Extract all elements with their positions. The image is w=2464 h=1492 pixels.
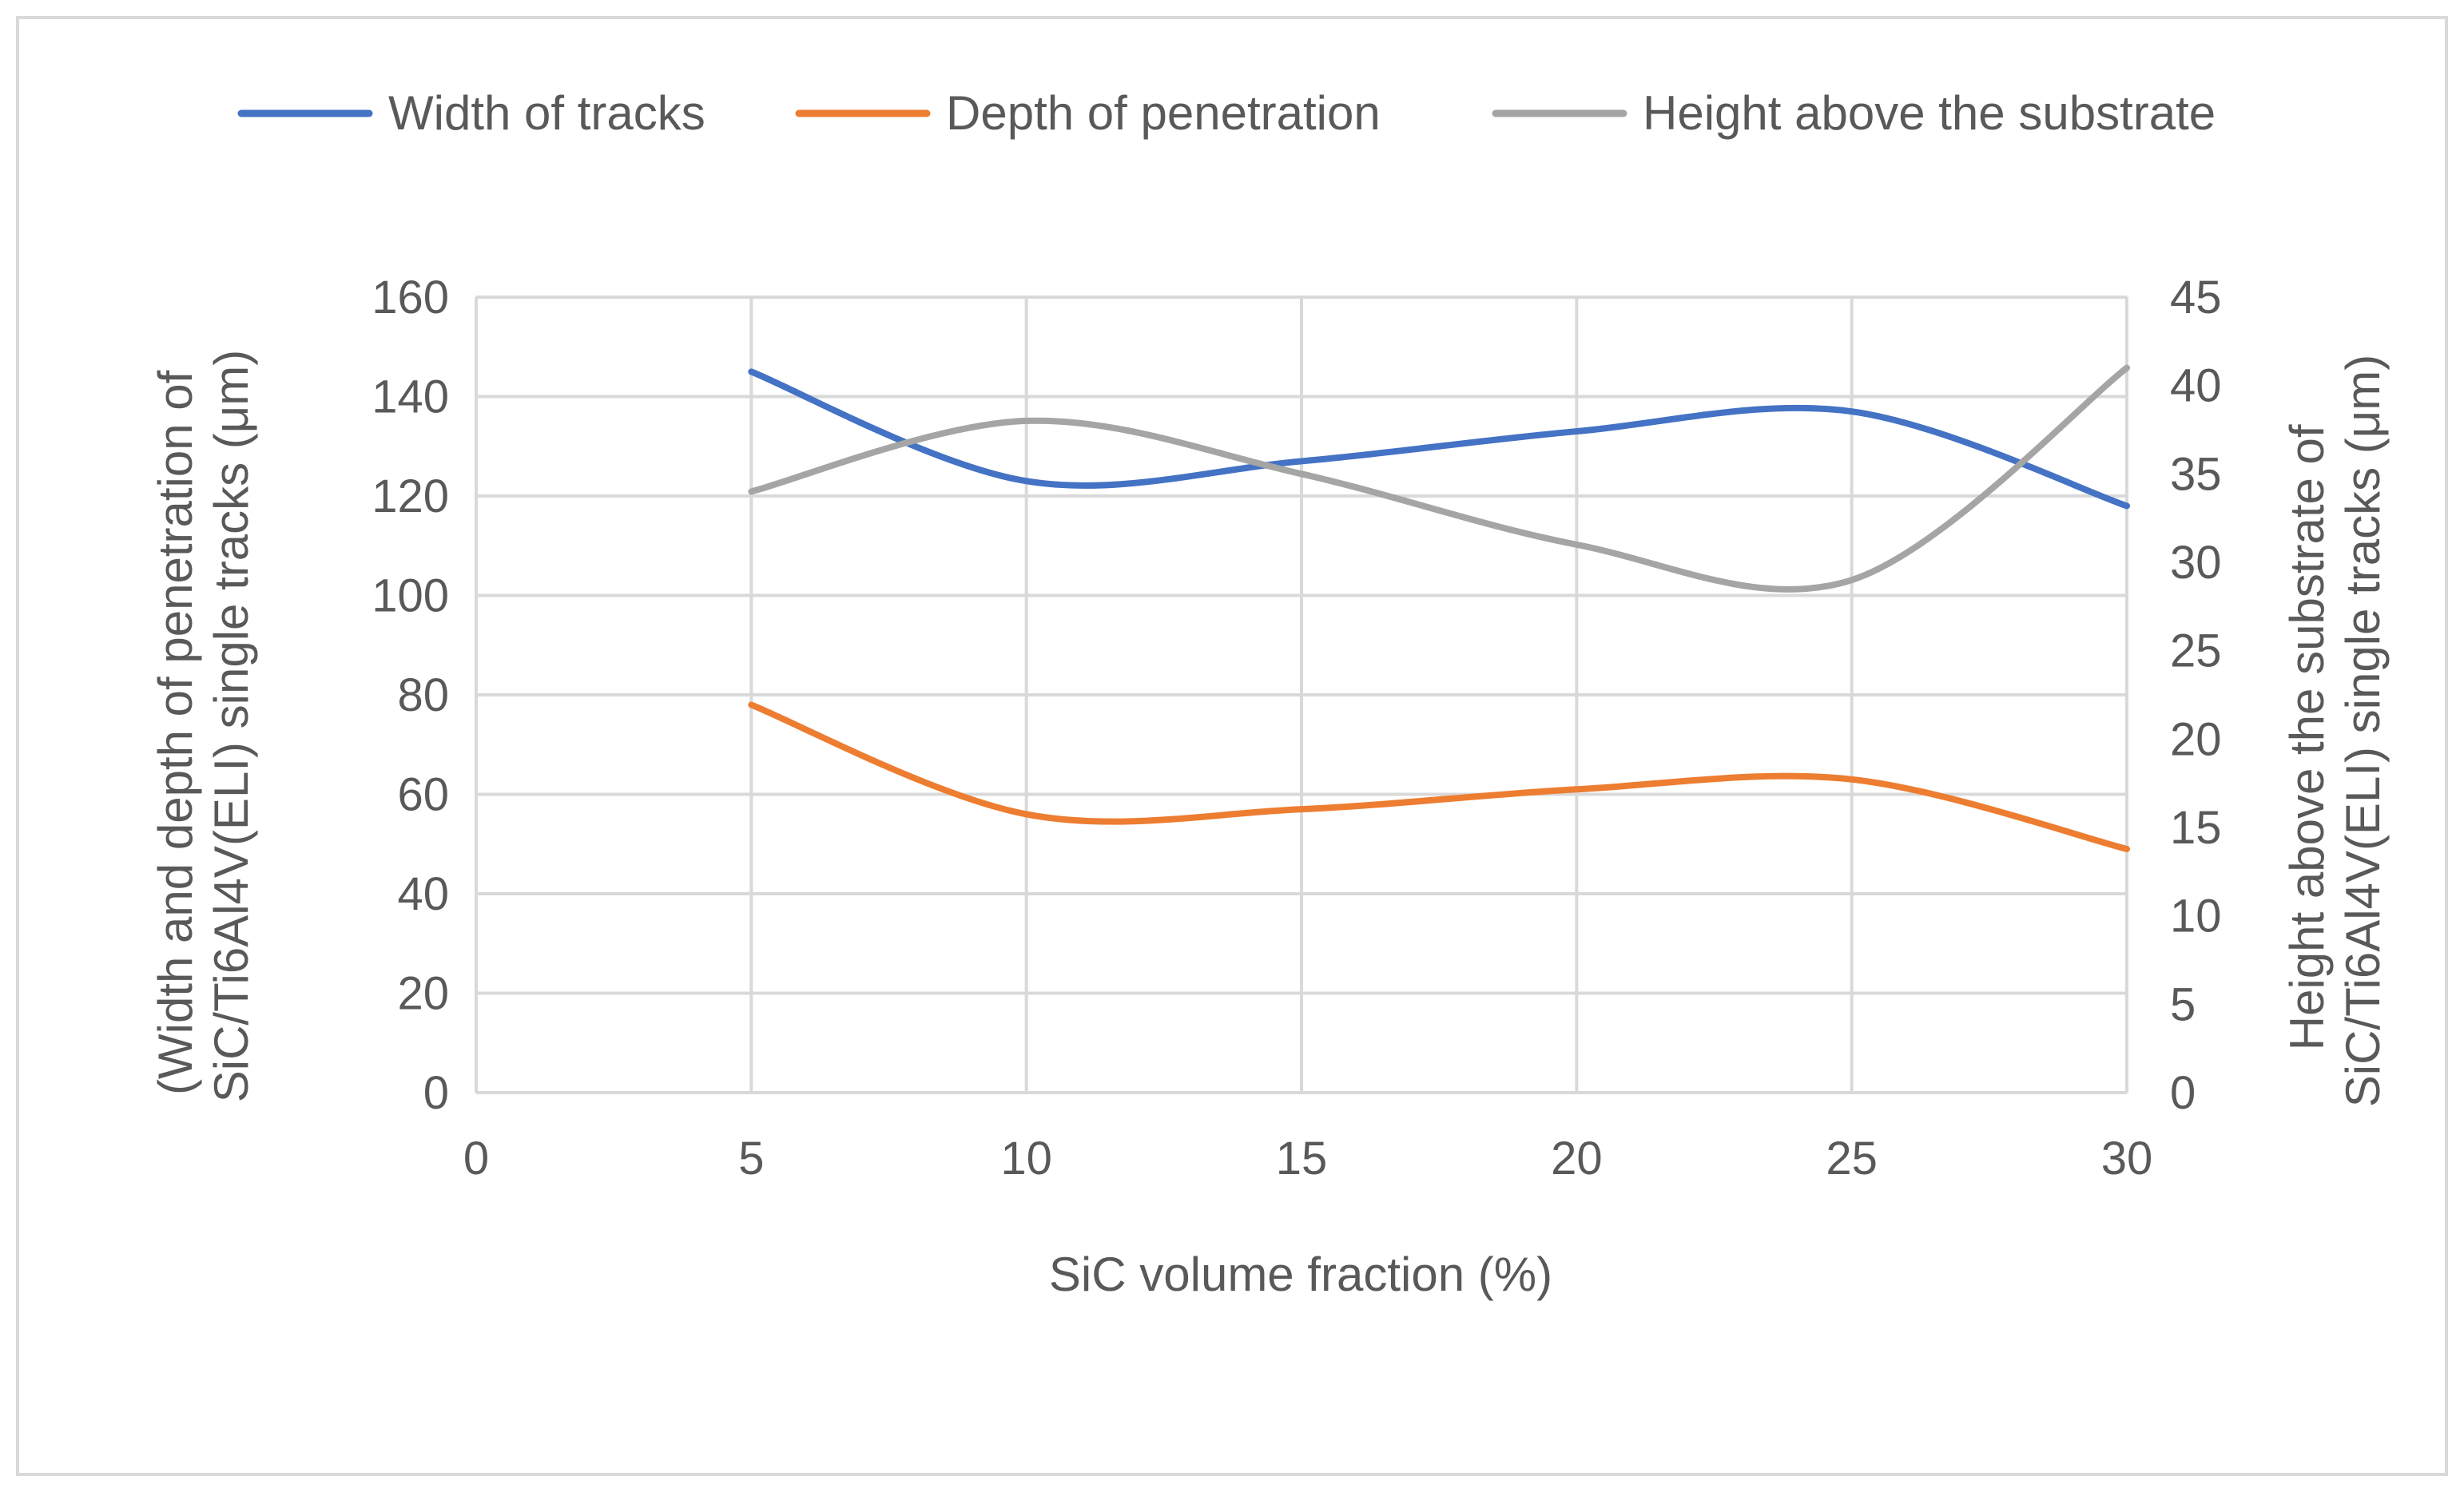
y-right-tick-label: 45 xyxy=(2170,272,2222,323)
x-axis-title: SiC volume fraction (%) xyxy=(1049,1248,1552,1301)
y-axis-right-title-line-1: Height above the substrate of xyxy=(2280,424,2334,1050)
y-right-tick-label: 10 xyxy=(2170,891,2222,942)
y-right-tick-label: 5 xyxy=(2170,978,2196,1030)
axes xyxy=(475,297,2128,1094)
y-left-tick-label: 140 xyxy=(372,371,449,423)
series-lines xyxy=(748,364,2130,852)
tick-labels: 0 20 40 60 80 100 120 140 160 0 5 10 15 20 25 30 0 5 10 15 2… xyxy=(372,272,2221,1184)
y-right-tick-label: 15 xyxy=(2170,802,2222,854)
x-tick-label: 25 xyxy=(1826,1133,1878,1184)
y-axis-left-title-line-1: (Width and depth of penetration of xyxy=(149,370,202,1095)
y-right-tick-label: 25 xyxy=(2170,625,2222,677)
x-tick-label: 10 xyxy=(1000,1133,1052,1184)
x-tick-label: 15 xyxy=(1276,1133,1328,1184)
y-right-tick-label: 35 xyxy=(2170,448,2222,500)
y-left-tick-label: 0 xyxy=(423,1067,449,1119)
x-tick-label: 0 xyxy=(463,1133,489,1184)
legend: Width of tracks Depth of penetration Heigh… xyxy=(237,86,2216,140)
series-line-depth-of-penetration xyxy=(748,701,2130,852)
y-left-tick-label: 80 xyxy=(397,669,449,721)
y-right-tick-label: 20 xyxy=(2170,713,2222,765)
legend-label-depth-of-penetration: Depth of penetration xyxy=(946,86,1381,140)
x-tick-label: 5 xyxy=(738,1133,764,1184)
x-tick-label: 30 xyxy=(2101,1133,2153,1184)
series-line-height-above-the-substrate xyxy=(748,364,2130,593)
y-axis-right-title-line-2: SiC/Ti6Al4V(ELI) single tracks (μm) xyxy=(2336,355,2390,1108)
y-right-tick-label: 40 xyxy=(2170,360,2222,412)
series-line-width-of-tracks xyxy=(748,368,2130,510)
y-left-tick-label: 100 xyxy=(372,570,449,622)
y-right-tick-label: 30 xyxy=(2170,537,2222,589)
y-axis-left-title: (Width and depth of penetration of SiC/T… xyxy=(149,350,258,1103)
x-tick-label: 20 xyxy=(1551,1133,1603,1184)
legend-label-width-of-tracks: Width of tracks xyxy=(388,86,705,140)
y-left-tick-label: 20 xyxy=(397,968,449,1020)
y-left-tick-label: 60 xyxy=(397,769,449,821)
chart-frame xyxy=(16,16,2448,1476)
legend-label-height-above-the-substrate: Height above the substrate xyxy=(1643,86,2216,140)
y-axis-left-title-line-2: SiC/Ti6Al4V(ELI) single tracks (μm) xyxy=(205,350,258,1103)
y-left-tick-label: 160 xyxy=(372,272,449,323)
y-right-tick-label: 0 xyxy=(2170,1067,2196,1119)
y-left-tick-label: 120 xyxy=(372,470,449,522)
y-axis-right-title: Height above the substrate of SiC/Ti6Al4… xyxy=(2280,355,2390,1108)
y-left-tick-label: 40 xyxy=(397,868,449,920)
